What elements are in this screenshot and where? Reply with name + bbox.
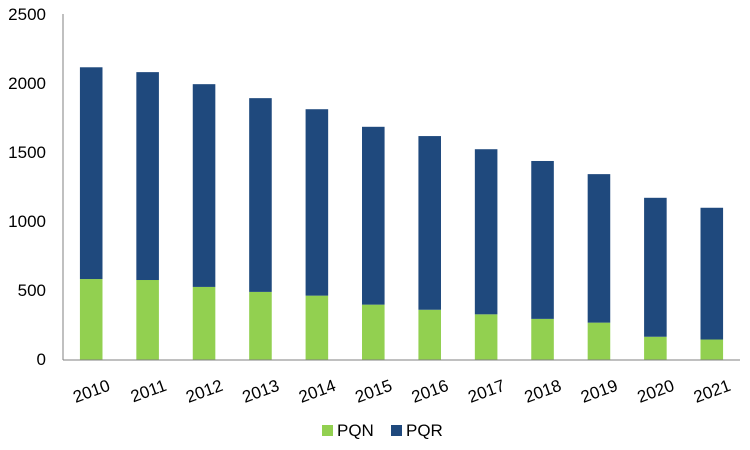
x-tick-label: 2010 <box>71 376 113 407</box>
bars <box>79 67 724 360</box>
legend-label-pqr: PQR <box>406 421 443 440</box>
bar-segment-pqr-2018 <box>531 160 554 319</box>
bar-segment-pqn-2020 <box>644 336 667 360</box>
bar-segment-pqr-2010 <box>79 67 103 280</box>
legend-label-pqn: PQN <box>337 421 374 440</box>
bar-segment-pqr-2020 <box>644 197 667 337</box>
x-tick-label: 2019 <box>578 376 620 407</box>
bar-segment-pqn-2011 <box>136 280 159 360</box>
bar-segment-pqr-2016 <box>418 136 441 310</box>
bar-segment-pqr-2014 <box>305 109 329 296</box>
y-axis-ticks: 0 500 1000 1500 2000 2500 <box>8 5 46 369</box>
bar-segment-pqn-2017 <box>474 314 498 360</box>
bar-segment-pqn-2010 <box>79 279 103 360</box>
x-tick-label: 2017 <box>465 376 507 407</box>
bar-segment-pqn-2012 <box>192 286 216 360</box>
y-tick-label: 2500 <box>8 5 46 24</box>
x-tick-label: 2020 <box>635 376 677 407</box>
x-tick-label: 2012 <box>183 376 225 407</box>
bar-segment-pqn-2015 <box>362 304 385 360</box>
bar-segment-pqr-2021 <box>700 207 724 340</box>
bar-segment-pqr-2013 <box>249 98 272 292</box>
bar-segment-pqr-2011 <box>136 72 159 281</box>
bar-segment-pqn-2021 <box>700 339 724 360</box>
bar-segment-pqn-2018 <box>531 318 554 360</box>
bar-segment-pqr-2019 <box>587 174 611 323</box>
x-tick-label: 2015 <box>353 376 395 407</box>
y-tick-label: 500 <box>18 281 46 300</box>
bar-segment-pqn-2013 <box>249 291 272 360</box>
y-tick-label: 1000 <box>8 212 46 231</box>
x-tick-label: 2021 <box>691 376 733 407</box>
bar-segment-pqr-2017 <box>474 149 498 315</box>
legend-swatch-pqn <box>322 425 333 436</box>
bar-segment-pqn-2016 <box>418 309 441 360</box>
bar-segment-pqn-2014 <box>305 295 329 360</box>
legend: PQN PQR <box>322 421 443 440</box>
x-tick-label: 2011 <box>128 376 169 406</box>
x-tick-label: 2018 <box>522 376 564 407</box>
bar-segment-pqr-2012 <box>192 84 216 287</box>
y-tick-label: 1500 <box>8 143 46 162</box>
axes <box>62 14 740 361</box>
x-tick-label: 2016 <box>409 376 451 407</box>
y-tick-label: 2000 <box>8 74 46 93</box>
x-axis-ticks: 2010 2011 2012 2013 2014 2015 2016 2017 2018 2019… <box>71 376 734 407</box>
bar-segment-pqr-2015 <box>362 126 385 305</box>
legend-swatch-pqr <box>391 425 402 436</box>
x-tick-label: 2014 <box>296 376 338 407</box>
bar-segment-pqn-2019 <box>587 322 611 360</box>
y-tick-label: 0 <box>37 350 46 369</box>
x-tick-label: 2013 <box>240 376 282 407</box>
